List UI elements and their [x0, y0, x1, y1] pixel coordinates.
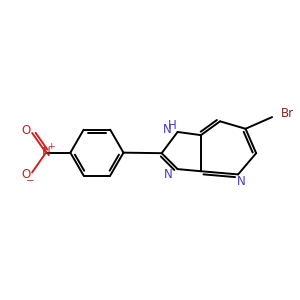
Text: Br: Br — [280, 107, 294, 120]
Text: −: − — [26, 176, 34, 186]
Text: O: O — [21, 124, 30, 137]
Text: N: N — [42, 146, 50, 159]
Text: O: O — [21, 168, 30, 182]
Text: N: N — [237, 175, 246, 188]
Text: N: N — [163, 123, 171, 136]
Text: N: N — [164, 168, 172, 181]
Text: +: + — [47, 142, 55, 151]
Text: H: H — [168, 118, 177, 132]
